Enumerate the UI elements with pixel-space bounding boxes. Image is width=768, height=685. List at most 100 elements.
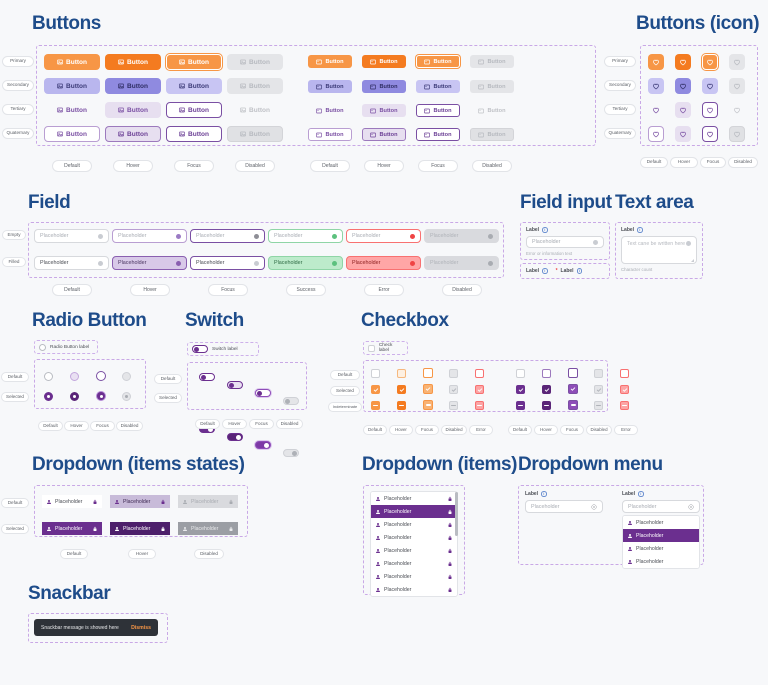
checkbox-orange-default-hover[interactable] bbox=[397, 369, 406, 378]
icon-button-secondary-focus[interactable] bbox=[702, 78, 718, 94]
field-trailing-icon[interactable] bbox=[98, 233, 103, 239]
radio-sample-control[interactable] bbox=[39, 343, 46, 351]
checkbox-orange-default-focus[interactable] bbox=[423, 368, 433, 378]
icon-button-tertiary-focus[interactable] bbox=[702, 102, 718, 118]
icon-button-primary-hover[interactable] bbox=[675, 54, 691, 70]
dropdown-items-scrollbar[interactable] bbox=[455, 492, 458, 536]
button-quaternary-default[interactable]: Button bbox=[44, 126, 100, 142]
checkbox-purple-selected-focus[interactable] bbox=[568, 384, 578, 394]
menu-item[interactable]: Placeholder bbox=[623, 555, 699, 568]
checkbox-orange-selected-error[interactable] bbox=[475, 385, 484, 394]
field-empty-focus[interactable]: Placeholder bbox=[190, 229, 265, 243]
icon-button-tertiary-hover[interactable] bbox=[675, 102, 691, 118]
checkbox-purple-indeterminate-default[interactable] bbox=[516, 401, 525, 410]
checkbox-sample-control[interactable] bbox=[368, 344, 375, 352]
button-sm-primary-focus[interactable]: Button bbox=[416, 55, 460, 68]
menu-item[interactable]: Placeholder bbox=[623, 529, 699, 542]
icon-button-quaternary-focus[interactable] bbox=[702, 126, 718, 142]
resize-handle-icon[interactable] bbox=[691, 259, 694, 262]
field-trailing-icon[interactable] bbox=[410, 260, 415, 266]
dropdown-items-list[interactable]: Placeholder Placeholder Placeholder Placeho… bbox=[370, 491, 458, 597]
checkbox-purple-default-error[interactable] bbox=[620, 369, 629, 378]
field-filled-default[interactable]: Placeholder bbox=[34, 256, 109, 270]
checkbox-purple-default-focus[interactable] bbox=[568, 368, 578, 378]
switch-default-focus[interactable] bbox=[255, 389, 271, 397]
switch-default-hover[interactable] bbox=[227, 381, 243, 389]
checkbox-purple-indeterminate-focus[interactable] bbox=[568, 400, 578, 410]
checkbox-purple-indeterminate-hover[interactable] bbox=[542, 401, 551, 410]
field-filled-error[interactable]: Placeholder bbox=[346, 256, 421, 270]
field-trailing-icon[interactable] bbox=[332, 260, 337, 266]
list-item[interactable]: Placeholder bbox=[371, 531, 457, 544]
checkbox-orange-default-default[interactable] bbox=[371, 369, 380, 378]
button-sm-primary-default[interactable]: Button bbox=[308, 55, 352, 68]
info-icon[interactable]: i bbox=[541, 491, 547, 497]
icon-button-tertiary-default[interactable] bbox=[648, 102, 664, 118]
list-item[interactable]: Placeholder bbox=[371, 518, 457, 531]
info-icon[interactable]: i bbox=[542, 268, 548, 274]
dropdown-menu-open-control[interactable]: Placeholder bbox=[622, 500, 700, 513]
field-input-control[interactable]: Placeholder bbox=[526, 236, 604, 248]
checkbox-purple-selected-hover[interactable] bbox=[542, 385, 551, 394]
button-sm-primary-hover[interactable]: Button bbox=[362, 55, 406, 68]
checkbox-orange-selected-focus[interactable] bbox=[423, 384, 433, 394]
list-item[interactable]: Placeholder bbox=[371, 557, 457, 570]
button-primary-hover[interactable]: Button bbox=[105, 54, 161, 70]
field-trailing-icon[interactable] bbox=[254, 260, 259, 266]
list-item[interactable]: Placeholder bbox=[371, 544, 457, 557]
menu-item[interactable]: Placeholder bbox=[623, 542, 699, 555]
button-primary-default[interactable]: Button bbox=[44, 54, 100, 70]
field-empty-error[interactable]: Placeholder bbox=[346, 229, 421, 243]
dropdown-item-selected-hover[interactable]: Placeholder bbox=[110, 522, 170, 535]
field-trailing-icon[interactable] bbox=[332, 233, 337, 239]
list-item[interactable]: Placeholder bbox=[371, 492, 457, 505]
dropdown-item-default-default[interactable]: Placeholder bbox=[42, 495, 102, 508]
field-filled-focus[interactable]: Placeholder bbox=[190, 256, 265, 270]
text-area-trailing-icon[interactable] bbox=[686, 241, 691, 246]
text-area-control[interactable]: Text cane be written here bbox=[621, 236, 697, 264]
info-icon[interactable]: i bbox=[637, 227, 643, 233]
checkbox-purple-selected-default[interactable] bbox=[516, 385, 525, 394]
field-filled-hover[interactable]: Placeholder bbox=[112, 256, 187, 270]
icon-button-primary-focus[interactable] bbox=[702, 54, 718, 70]
radio-selected-hover[interactable] bbox=[70, 392, 79, 401]
checkbox-purple-default-default[interactable] bbox=[516, 369, 525, 378]
radio-selected-default[interactable] bbox=[44, 392, 53, 401]
dropdown-item-selected-default[interactable]: Placeholder bbox=[42, 522, 102, 535]
checkbox-orange-indeterminate-hover[interactable] bbox=[397, 401, 406, 410]
button-tertiary-hover[interactable]: Button bbox=[105, 102, 161, 118]
info-icon[interactable]: i bbox=[542, 227, 548, 233]
button-secondary-focus[interactable]: Button bbox=[166, 78, 222, 94]
button-tertiary-focus[interactable]: Button bbox=[166, 102, 222, 118]
dropdown-item-default-hover[interactable]: Placeholder bbox=[110, 495, 170, 508]
field-filled-success[interactable]: Placeholder bbox=[268, 256, 343, 270]
list-item[interactable]: Placeholder bbox=[371, 583, 457, 596]
dropdown-menu-popup[interactable]: Placeholder Placeholder Placeholder Placeho… bbox=[622, 515, 700, 569]
button-sm-secondary-hover[interactable]: Button bbox=[362, 80, 406, 93]
checkbox-orange-indeterminate-default[interactable] bbox=[371, 401, 380, 410]
field-input-trailing-icon[interactable] bbox=[593, 239, 598, 245]
field-trailing-icon[interactable] bbox=[176, 233, 181, 239]
button-sm-quaternary-hover[interactable]: Button bbox=[362, 128, 406, 141]
checkbox-orange-selected-hover[interactable] bbox=[397, 385, 406, 394]
button-tertiary-default[interactable]: Button bbox=[44, 102, 100, 118]
field-empty-default[interactable]: Placeholder bbox=[34, 229, 109, 243]
checkbox-orange-indeterminate-focus[interactable] bbox=[423, 400, 433, 410]
button-secondary-default[interactable]: Button bbox=[44, 78, 100, 94]
checkbox-purple-selected-error[interactable] bbox=[620, 385, 629, 394]
icon-button-primary-default[interactable] bbox=[648, 54, 664, 70]
field-trailing-icon[interactable] bbox=[254, 233, 259, 239]
button-sm-tertiary-hover[interactable]: Button bbox=[362, 104, 406, 117]
info-icon[interactable]: i bbox=[638, 491, 644, 497]
button-sm-secondary-default[interactable]: Button bbox=[308, 80, 352, 93]
button-sm-quaternary-default[interactable]: Button bbox=[308, 128, 352, 141]
radio-default-default[interactable] bbox=[44, 372, 53, 381]
switch-selected-hover[interactable] bbox=[227, 433, 243, 441]
switch-sample-control[interactable] bbox=[192, 345, 208, 353]
button-sm-tertiary-default[interactable]: Button bbox=[308, 104, 352, 117]
checkbox-purple-indeterminate-error[interactable] bbox=[620, 401, 629, 410]
field-trailing-icon[interactable] bbox=[176, 260, 181, 266]
snackbar-dismiss-button[interactable]: Dismiss bbox=[131, 624, 151, 631]
icon-button-secondary-default[interactable] bbox=[648, 78, 664, 94]
button-quaternary-focus[interactable]: Button bbox=[166, 126, 222, 142]
